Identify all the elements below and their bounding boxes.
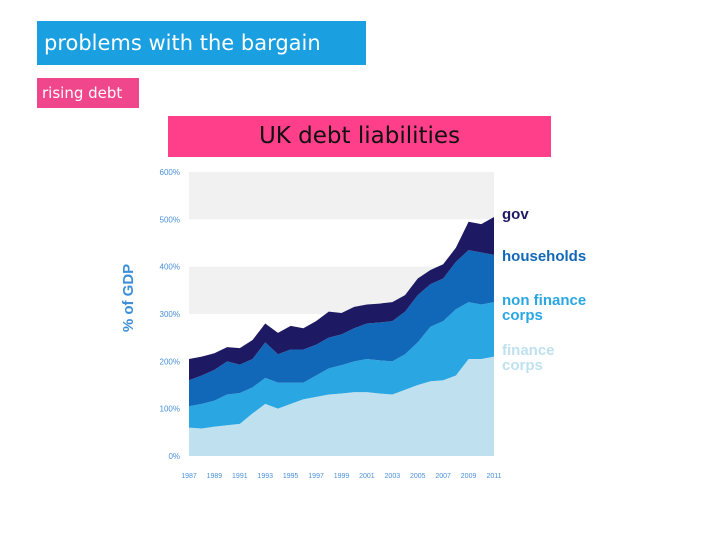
y-tick-label: 0% <box>168 452 180 461</box>
x-tick-label: 1987 <box>181 473 197 480</box>
x-tick-label: 1997 <box>308 473 324 480</box>
y-axis-label: % of GDP <box>120 264 137 332</box>
x-tick-label: 2011 <box>486 473 501 480</box>
legend-finance-corps: finance corps <box>502 342 555 374</box>
chart-legend: gov households non finance corps finance corp… <box>502 206 586 374</box>
grid-band <box>189 172 494 220</box>
area-gov <box>189 216 494 381</box>
area-non-finance-corps <box>189 302 494 429</box>
slide-title: problems with the bargain <box>37 21 366 65</box>
y-tick-label: 100% <box>160 405 180 414</box>
area-finance-corps <box>189 356 494 456</box>
legend-gov: gov <box>502 206 529 223</box>
x-tick-label: 2003 <box>385 473 401 480</box>
chart-areas <box>189 216 494 456</box>
y-tick-label: 400% <box>160 263 180 272</box>
x-tick-label: 2009 <box>461 473 477 480</box>
chart-title: UK debt liabilities <box>168 116 551 157</box>
x-tick-label: 1991 <box>232 473 248 480</box>
legend-households: households <box>502 248 586 265</box>
slide-subtitle: rising debt <box>37 78 139 108</box>
x-tick-label: 1989 <box>207 473 223 480</box>
x-tick-label: 1995 <box>283 473 299 480</box>
x-axis-ticks: 1987 1989 1991 1993 1995 1997 1999 2001 2003 2005… <box>181 473 501 480</box>
y-tick-label: 500% <box>160 215 180 224</box>
legend-non-finance-corps: non finance corps <box>502 292 586 324</box>
y-axis-ticks: 0% 100% 200% 300% 400% 500% 600% <box>160 168 180 461</box>
y-tick-label: 200% <box>160 357 180 366</box>
y-tick-label: 600% <box>160 168 180 177</box>
area-households <box>189 250 494 407</box>
y-tick-label: 300% <box>160 310 180 319</box>
x-tick-label: 2007 <box>435 473 451 480</box>
x-tick-label: 1993 <box>257 473 273 480</box>
x-tick-label: 2001 <box>359 473 375 480</box>
x-tick-label: 2005 <box>410 473 426 480</box>
x-tick-label: 1999 <box>334 473 350 480</box>
